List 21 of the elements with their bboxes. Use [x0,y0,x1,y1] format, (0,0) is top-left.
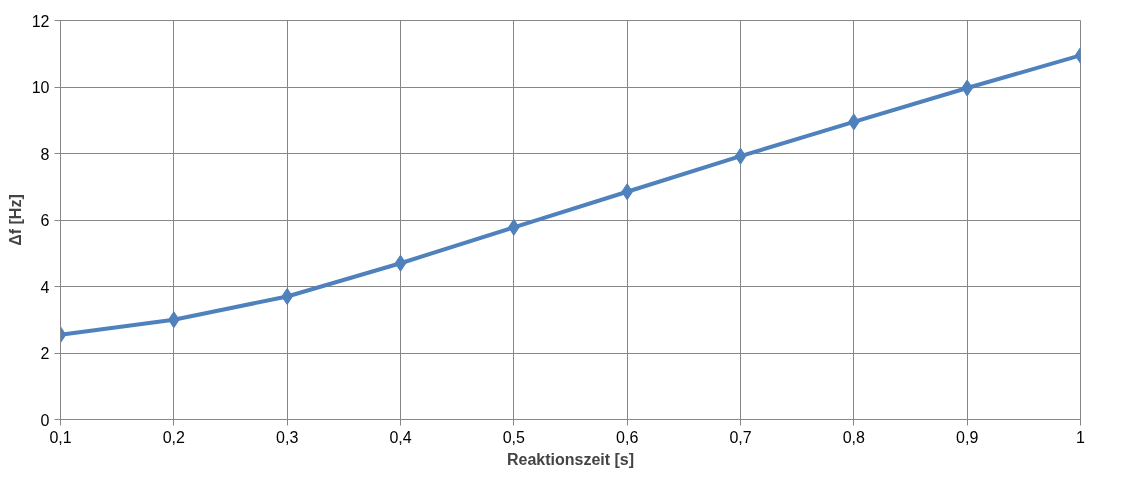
x-tick-label: 0,3 [276,428,299,446]
point [394,254,407,272]
y-tick-label: 4 [40,278,50,296]
x-tick-label: 0,7 [729,428,752,446]
y-tick-label: 2 [40,345,50,362]
x-tick-label: 0,6 [616,428,639,446]
y-axis-title: Δf [Hz] [6,194,24,246]
x-tick-label: 0,4 [389,428,412,446]
x-tick-label: 0,5 [502,428,526,446]
y-tick-label: 12 [31,12,50,30]
x-tick-label: 0,2 [162,428,186,446]
x-tick-label: 0,1 [49,428,72,446]
y-tick-label: 8 [40,145,50,163]
point [734,147,747,165]
x-tick-label: 1 [1076,428,1086,446]
y-tick-label: 6 [40,212,50,229]
y-tick-label: 0 [40,411,50,429]
x-tick-label: 0,9 [956,428,979,446]
y-tick-label: 10 [31,79,50,96]
x-axis-title: Reaktionszeit [s] [506,450,635,468]
x-tick-label: 0,8 [842,428,866,446]
